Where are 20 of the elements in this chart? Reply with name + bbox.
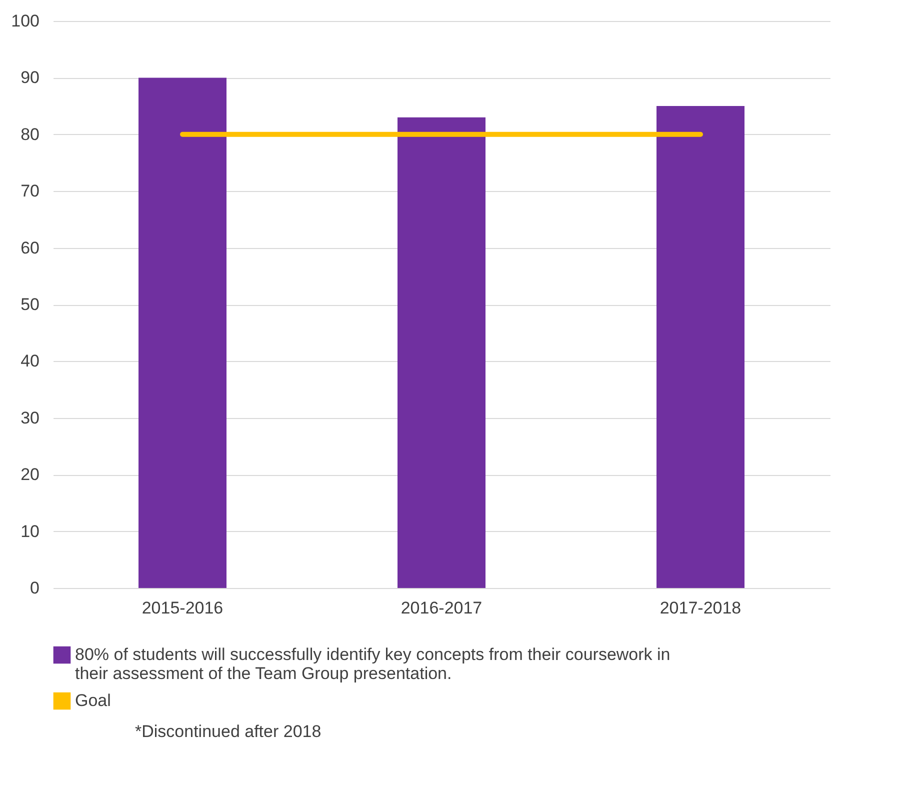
- legend-label: Goal: [75, 691, 111, 710]
- y-tick-label: 40: [20, 352, 40, 371]
- y-tick-label: 60: [20, 238, 40, 258]
- y-tick-label: 70: [20, 182, 40, 201]
- y-tick-label: 0: [30, 578, 40, 598]
- legend-label: 80% of students will successfully identify key concepts from their coursework in their assessment of the Team Group presentation.: [75, 645, 670, 683]
- y-tick-label: 80: [20, 124, 40, 144]
- bar: [398, 117, 486, 588]
- bar: [138, 78, 226, 588]
- y-tick-label: 10: [20, 522, 40, 541]
- y-tick-label: 30: [20, 408, 40, 428]
- x-tick-label: 2015-2016: [142, 598, 224, 618]
- x-tick-label: 2016-2017: [400, 598, 482, 618]
- x-tick-label: 2017-2018: [660, 598, 742, 618]
- y-tick-label: 20: [20, 465, 40, 484]
- text: *Discontinued after 2018: [135, 722, 322, 742]
- bar: [656, 106, 744, 588]
- y-tick-label: 90: [20, 68, 40, 88]
- y-tick-label: 50: [20, 295, 40, 314]
- y-tick-label: 100: [11, 12, 40, 30]
